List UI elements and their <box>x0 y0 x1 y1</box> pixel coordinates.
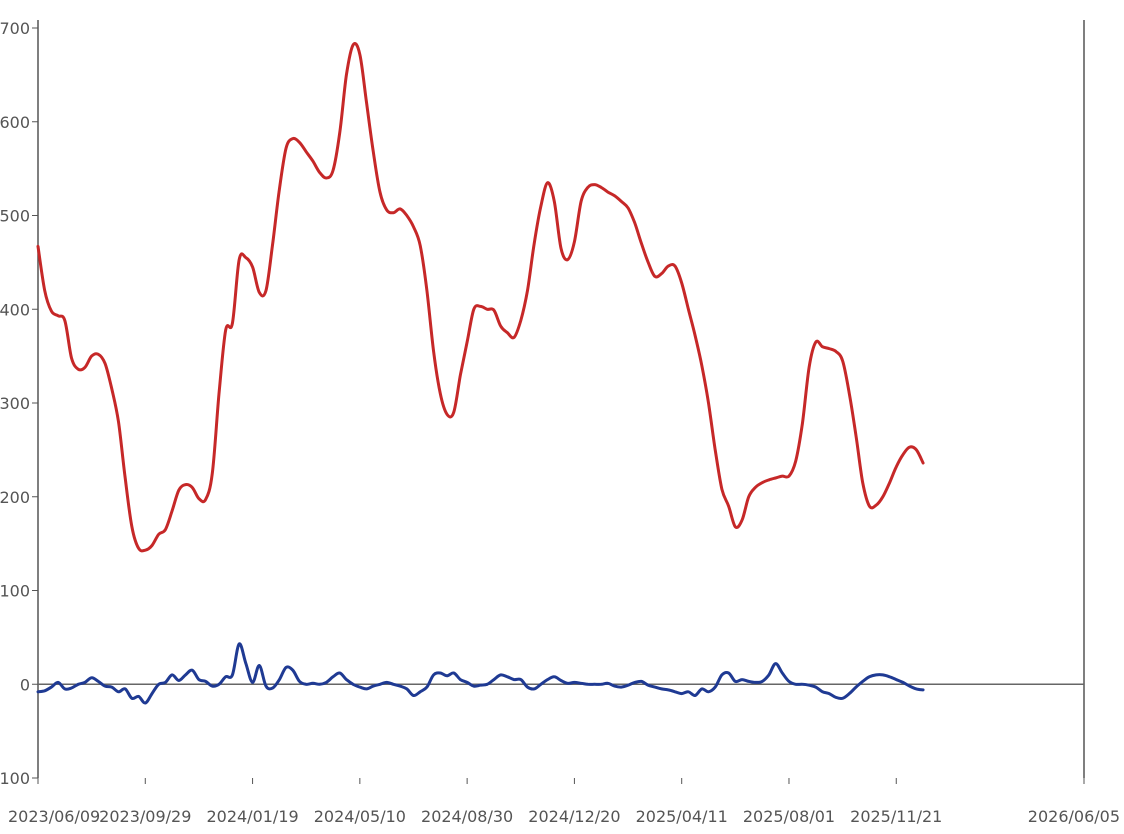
x-tick-label: 2025/04/11 <box>636 807 728 826</box>
x-tick-label: 2025/08/01 <box>743 807 835 826</box>
y-tick-label: 100 <box>0 582 30 601</box>
x-tick-label: 2026/06/05 <box>1028 807 1120 826</box>
y-tick-label: 400 <box>0 300 30 319</box>
y-tick-label: -100 <box>0 769 30 788</box>
x-tick-label: 2024/01/19 <box>206 807 298 826</box>
y-tick-label: 300 <box>0 394 30 413</box>
x-tick-label: 2023/09/29 <box>99 807 191 826</box>
x-tick-label: 2025/11/21 <box>850 807 942 826</box>
y-tick-label: 600 <box>0 113 30 132</box>
series-layer <box>36 42 925 705</box>
series-line-2 <box>36 642 925 705</box>
x-tick-label: 2023/06/09 <box>8 807 100 826</box>
y-tick-label: 200 <box>0 488 30 507</box>
series-line-1 <box>36 42 925 553</box>
y-tick-label: 700 <box>0 19 30 38</box>
y-tick-label: 500 <box>0 207 30 226</box>
x-tick-label: 2024/12/20 <box>528 807 620 826</box>
axes <box>32 20 1085 784</box>
x-tick-label: 2024/08/30 <box>421 807 513 826</box>
x-tick-label: 2024/05/10 <box>314 807 406 826</box>
y-tick-label: 0 <box>20 675 30 694</box>
tick-labels: -100 0 100 200 300 400 500 600 700 2023/06/092023… <box>0 19 1120 826</box>
